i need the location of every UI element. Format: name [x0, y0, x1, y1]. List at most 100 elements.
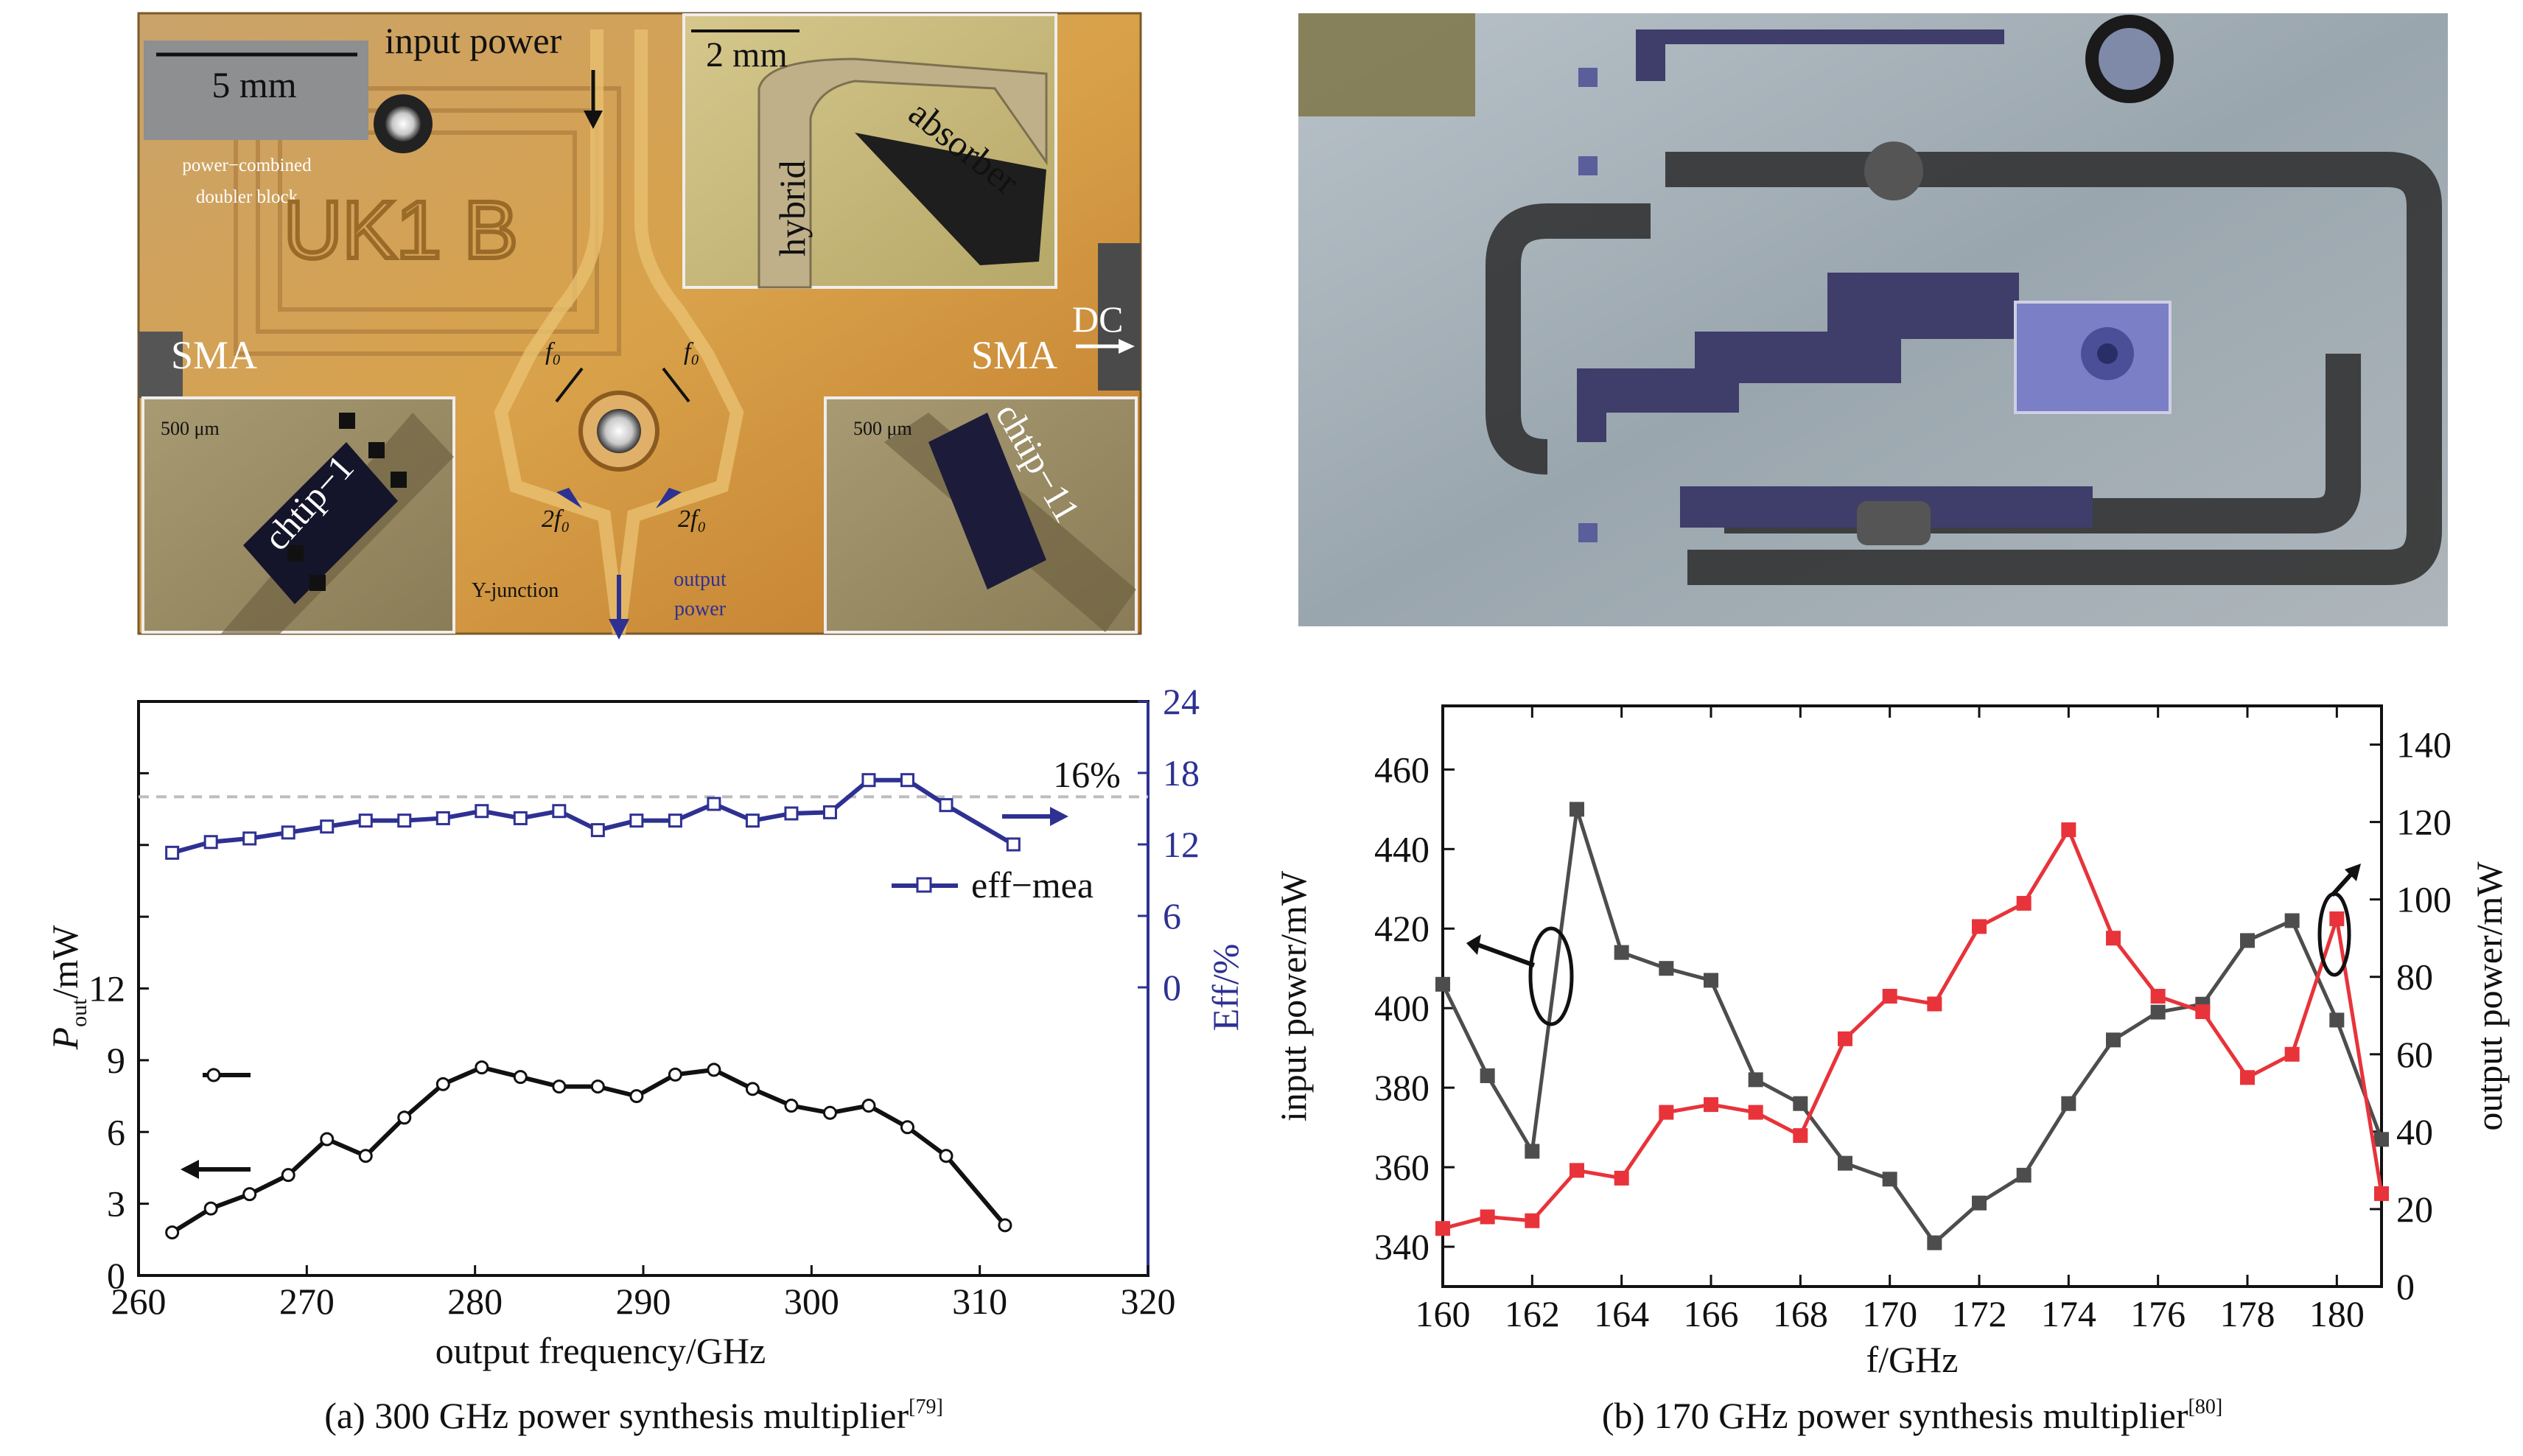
- pout-point: [900, 1120, 914, 1135]
- input-power-point: [1704, 973, 1718, 988]
- eff-point: [397, 813, 412, 828]
- input-power-point: [1614, 945, 1629, 960]
- y-right-tick-label: 60: [2396, 1034, 2433, 1075]
- inset-right-scale: 500 μm: [853, 418, 912, 439]
- pout-point: [861, 1099, 876, 1113]
- chip-11-body: [928, 413, 1046, 589]
- chart-a-x-label: output frequency/GHz: [435, 1330, 766, 1371]
- eff-point: [745, 813, 760, 828]
- chart-b-annotations: [1466, 864, 2361, 1026]
- sma-right-label: SMA: [971, 333, 1057, 377]
- chart-b: 160 162 164 166 168 170 172 174 176 178 180 340 360 3…: [1273, 704, 2510, 1380]
- input-power-point: [1838, 1155, 1852, 1171]
- chip-1-body: [243, 442, 398, 604]
- eff-point: [784, 806, 799, 821]
- inset-hybrid-absorber: 2 mm hybrid absorber: [682, 13, 1057, 289]
- pout-line: [171, 1065, 1007, 1235]
- pout-point: [475, 1060, 489, 1075]
- y-left-tick-label: 9: [107, 1040, 125, 1081]
- pout-point: [358, 1149, 373, 1163]
- svg-text:Pout/mW: Pout/mW: [44, 925, 91, 1051]
- input-power-label: input power: [385, 20, 562, 61]
- y-left-tick-label: 3: [107, 1183, 125, 1225]
- x-tick-label: 168: [1773, 1293, 1828, 1334]
- output-power-point: [1570, 1163, 1584, 1178]
- chart-a-y-right-label: Eff/%: [1205, 944, 1246, 1031]
- y-left-tick-label: 12: [88, 968, 125, 1009]
- eff-point: [900, 773, 914, 788]
- output-power-point: [1614, 1170, 1629, 1186]
- pout-point: [629, 1089, 644, 1104]
- y-left-tick-label: 360: [1374, 1147, 1430, 1188]
- chart-a-ticks: 260 270 280 290 300 310 320 0 3 6 9 12 0 6 12 18 24: [88, 681, 1200, 1322]
- scale-bar-box: [144, 41, 368, 140]
- input-power-point: [1748, 1072, 1763, 1088]
- y-junction-label: Y-junction: [472, 579, 559, 602]
- y-left-tick-label: 440: [1374, 828, 1430, 869]
- y-left-tick-label: 460: [1374, 749, 1430, 790]
- eff-point: [939, 798, 953, 813]
- 2f0-right-arrow: [656, 488, 682, 508]
- photo-b-bond-pads: [1578, 68, 1598, 542]
- pout-point: [784, 1099, 799, 1113]
- x-tick-label: 176: [2130, 1293, 2186, 1334]
- y-left-tick-label: 400: [1374, 987, 1430, 1029]
- x-tick-label: 270: [279, 1281, 335, 1322]
- x-tick-label: 174: [2041, 1293, 2096, 1334]
- output-power-point: [1972, 919, 1987, 934]
- output-axis-ellipse: [2317, 892, 2351, 977]
- eff-point: [165, 845, 180, 860]
- output-power-point: [2150, 989, 2166, 1004]
- y-left-tick-label: 380: [1374, 1067, 1430, 1108]
- x-tick-label: 280: [447, 1281, 503, 1322]
- chart-a-y-left-label: Pout/mW: [44, 925, 91, 1051]
- legend-eff-label: eff−mea: [971, 864, 1093, 906]
- inset-left-scale: 500 μm: [161, 418, 220, 439]
- x-tick-label: 160: [1416, 1293, 1471, 1334]
- x-tick-label: 166: [1684, 1293, 1739, 1334]
- y-right-tick-label: 80: [2396, 956, 2433, 998]
- chart-b-series: [1435, 802, 2389, 1250]
- eff-point: [281, 825, 295, 840]
- y-right-tick-label: 0: [1163, 967, 1181, 1008]
- y-left-tick-label: 6: [107, 1111, 125, 1152]
- y-right-tick-label: 40: [2396, 1111, 2433, 1152]
- chart-b-y-left-label: input power/mW: [1273, 870, 1314, 1121]
- eff-line: [171, 777, 1015, 855]
- f0-left-label: f₀: [545, 338, 561, 365]
- eff-point: [552, 804, 567, 819]
- output-power-point: [1704, 1097, 1718, 1113]
- legend-eff-marker: [916, 877, 932, 893]
- block-label-line2: doubler block: [196, 187, 298, 207]
- y-right-tick-label: 20: [2396, 1189, 2433, 1230]
- y-right-tick-label: 12: [1163, 824, 1200, 865]
- chart-b-x-label: f/GHz: [1866, 1339, 1959, 1380]
- y-right-tick-label: 18: [1163, 752, 1200, 794]
- dc-label: DC: [1072, 298, 1123, 340]
- 2f0-left-label: 2f₀: [542, 505, 570, 533]
- x-tick-label: 178: [2220, 1293, 2275, 1334]
- output-power-point: [2329, 911, 2345, 926]
- threaded-hole: [1298, 13, 1475, 116]
- chart-a-series: [165, 773, 1021, 1240]
- pout-point: [552, 1079, 567, 1094]
- input-power-point: [1793, 1096, 1808, 1111]
- input-power-point: [1435, 976, 1450, 992]
- pout-point: [281, 1168, 295, 1183]
- eff-point: [668, 813, 682, 828]
- eff-point: [475, 804, 489, 819]
- pout-point: [242, 1187, 257, 1202]
- scale-bar-label: 5 mm: [211, 64, 296, 105]
- chart-a-legend: eff−mea: [892, 864, 1093, 906]
- pout-point: [668, 1067, 682, 1082]
- y-right-tick-label: 0: [2396, 1266, 2415, 1307]
- x-tick-label: 164: [1594, 1293, 1649, 1334]
- pout-point: [320, 1132, 335, 1147]
- output-power-point: [1838, 1031, 1852, 1046]
- eff-point: [590, 823, 605, 838]
- chart-b-y-right-label: output power/mW: [2468, 861, 2510, 1131]
- output-power-label-2: power: [674, 598, 727, 620]
- input-power-point: [2106, 1032, 2121, 1048]
- input-power-point: [1570, 802, 1584, 817]
